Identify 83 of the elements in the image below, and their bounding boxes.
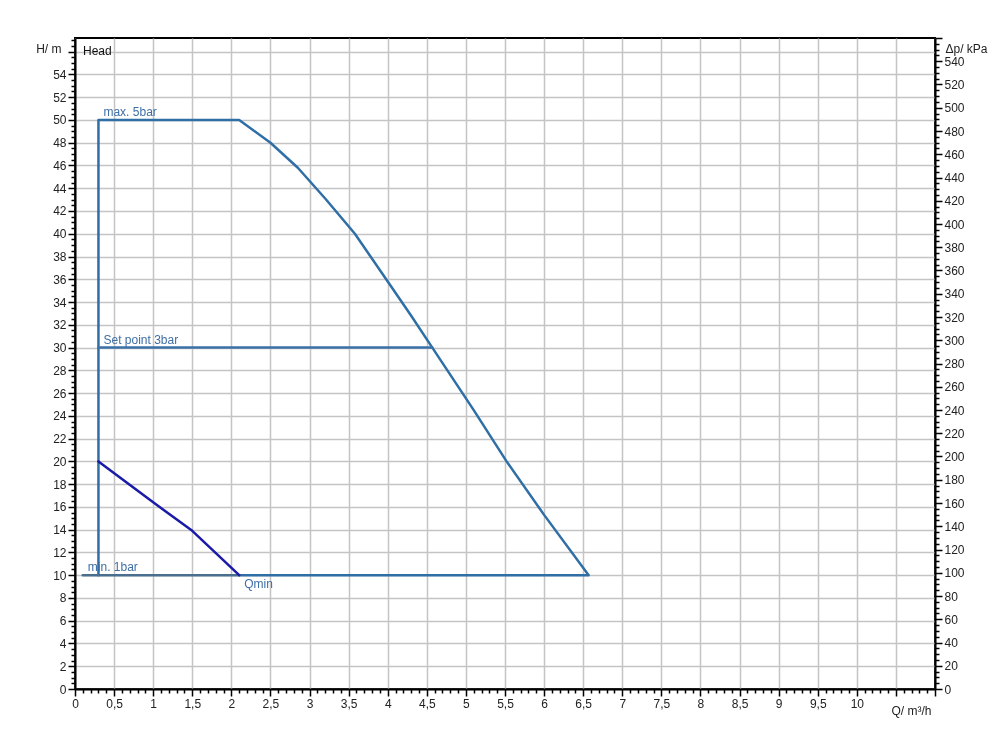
annotation: Qmin [244,577,273,592]
x-tick-label: 0 [72,696,80,711]
y-tick-label: 0 [59,682,67,697]
y-tick-label: 16 [53,500,67,515]
y-tick-label: 26 [53,386,67,401]
y2-tick-label: 80 [944,589,959,604]
y2-tick-label: 340 [944,287,965,302]
y2-tick-label: 100 [944,566,965,581]
y-tick-label: 48 [53,136,67,151]
y-tick-label: 50 [53,113,67,128]
y-tick-label: 4 [59,636,67,651]
x-tick-label: 7,5 [653,696,671,711]
y-tick-label: 44 [53,181,67,196]
y2-tick-label: 180 [944,473,965,488]
y2-tick-label: 120 [944,543,965,557]
x-tick-label: 6,5 [575,696,593,711]
y2-tick-label: 380 [944,240,965,255]
x-tick-label: 5 [463,696,471,711]
x-tick-label: 1,5 [184,696,202,711]
y2-tick-label: 280 [944,357,965,371]
x-axis-title: Q/ m³/h [891,703,932,718]
y-axis-title: H/ m [36,41,62,56]
annotation: max. 5bar [103,104,157,119]
y2-tick-label: 320 [944,310,965,325]
y-tick-label: 38 [53,250,67,265]
y-tick-label: 18 [53,477,67,492]
y-tick-label: 40 [53,227,67,242]
y-tick-label: 32 [53,318,67,333]
y2-tick-label: 440 [944,171,965,185]
x-tick-label: 3,5 [340,696,358,711]
x-tick-label: 5,5 [497,696,515,711]
y2-tick-label: 200 [944,450,965,464]
x-tick-label: 9,5 [809,696,827,711]
y-tick-label: 46 [53,158,67,173]
y-tick-label: 20 [53,454,67,469]
y-tick-label: 34 [53,295,67,310]
x-tick-label: 1 [150,696,158,711]
y2-tick-label: 240 [944,403,965,418]
x-tick-label: 7 [619,696,627,711]
x-tick-label: 0,5 [106,696,124,711]
y2-tick-label: 420 [944,194,965,209]
x-tick-label: 4,5 [418,696,436,711]
x-tick-label: 10 [850,696,865,711]
y2-tick-label: 0 [944,682,952,697]
x-tick-label: 8 [697,696,705,711]
y-tick-label: 30 [53,341,67,356]
y-tick-label: 22 [53,432,67,447]
y-tick-label: 28 [53,363,67,378]
x-tick-label: 6 [541,696,549,711]
y-tick-label: 42 [53,204,67,219]
y2-tick-label: 400 [944,217,965,232]
x-tick-label: 8,5 [731,696,749,711]
x-tick-label: 4 [384,696,392,711]
annotation: Head [83,44,112,58]
x-tick-label: 2 [228,696,236,711]
y2-tick-label: 160 [944,496,965,511]
y-tick-label: 36 [53,272,67,287]
y2-tick-label: 460 [944,147,965,162]
y2-tick-label: 140 [944,519,965,534]
y-tick-label: 12 [53,545,67,560]
y2-tick-label: 220 [944,426,965,441]
y-tick-label: 6 [59,614,67,629]
y2-axis-title: Δp/ kPa [945,41,988,56]
y-tick-label: 24 [53,409,67,424]
y2-tick-label: 20 [944,659,959,674]
y2-tick-label: 300 [944,333,965,348]
y-tick-label: 54 [53,67,67,82]
y-tick-label: 10 [53,568,67,583]
x-tick-label: 9 [775,696,783,711]
y2-tick-label: 40 [944,636,959,650]
y-tick-label: 8 [59,591,67,606]
y-tick-label: 14 [53,523,67,538]
x-tick-label: 3 [306,696,314,711]
annotation: Set point 3bar [103,332,179,347]
y2-tick-label: 520 [944,78,965,92]
y2-tick-label: 500 [944,101,965,116]
y-tick-label: 52 [53,90,67,105]
y2-tick-label: 360 [944,264,965,278]
y2-tick-label: 480 [944,124,965,139]
x-tick-label: 2,5 [262,696,280,711]
y2-tick-label: 60 [944,612,959,627]
y2-tick-label: 260 [944,380,965,395]
y-tick-label: 2 [59,659,67,674]
